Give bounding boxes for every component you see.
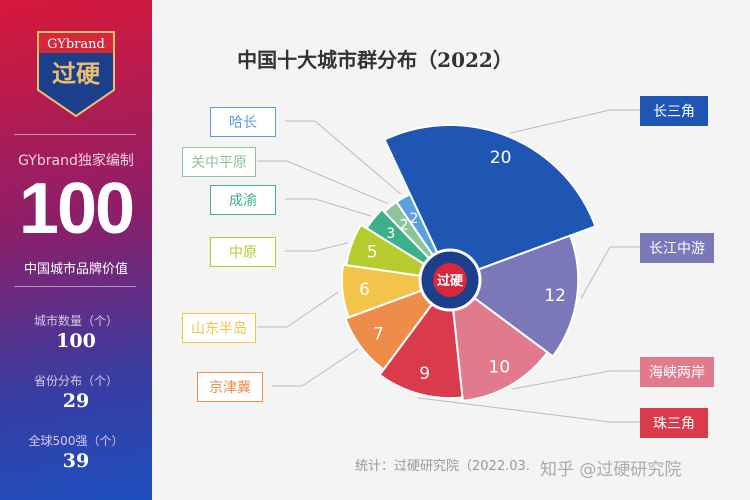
data-label: 5 [367, 243, 378, 263]
stat-value: 100 [56, 330, 96, 352]
center-logo-inner [433, 263, 467, 297]
sidebar: GYbrand 过硬 GYbrand独家编制 100 中国城市品牌价值 城市数量… [0, 0, 152, 500]
leader-line [257, 291, 339, 328]
category-label: 成渝 [210, 185, 276, 215]
data-label: 6 [359, 280, 370, 300]
stat-label: 城市数量（个） [33, 314, 118, 328]
leader-line [510, 109, 640, 134]
data-label: 3 [386, 226, 395, 242]
category-label: 中原 [210, 237, 276, 267]
category-label: 山东半岛 [182, 313, 256, 343]
rose-slice-长江中游 [447, 234, 580, 358]
rose-slice-长三角 [383, 124, 597, 282]
watermark: 知乎 @过硬研究院 [540, 460, 682, 480]
data-label: 7 [373, 325, 384, 345]
data-label: 10 [489, 357, 511, 377]
rose-slice-海峡两岸 [448, 277, 549, 402]
data-label: 20 [490, 148, 512, 168]
leader-line [285, 242, 348, 252]
leader-line [272, 348, 358, 387]
stat-label: 全球500强（个） [28, 434, 124, 448]
category-label: 长三角 [640, 96, 708, 126]
leader-line [257, 160, 388, 204]
stat-value: 29 [62, 390, 90, 412]
gybrand-logo: GYbrand 过硬 [37, 31, 115, 118]
category-label: 京津冀 [197, 372, 263, 402]
category-label: 哈长 [210, 107, 276, 137]
big-label: 中国城市品牌价值 [23, 262, 128, 277]
big-number: 100 [18, 169, 135, 249]
stat-value: 39 [62, 450, 90, 472]
source-note: 统计：过硬研究院（2022.03. [355, 459, 530, 474]
category-label: 长江中游 [640, 233, 714, 263]
stat-label: 省份分布（个） [33, 374, 118, 388]
leader-line [417, 397, 640, 423]
category-label: 海峡两岸 [640, 357, 714, 387]
data-label: 12 [544, 286, 566, 306]
leader-line [512, 370, 640, 390]
data-label: 2 [409, 211, 418, 227]
center-logo-text: 过硬 [437, 273, 464, 289]
data-label: 9 [419, 364, 430, 384]
data-label: 2 [400, 218, 409, 234]
sidebar-subtitle: GYbrand独家编制 [18, 153, 134, 169]
category-label: 关中平原 [182, 147, 256, 177]
rose-slice-京津冀 [344, 277, 453, 371]
leader-line [285, 198, 371, 217]
leader-line [580, 246, 640, 300]
svg-text:过硬: 过硬 [52, 60, 101, 88]
leader-line [285, 120, 402, 195]
chart-title: 中国十大城市群分布（2022） [237, 48, 513, 72]
svg-text:GYbrand: GYbrand [47, 37, 105, 52]
category-label: 珠三角 [640, 408, 708, 438]
